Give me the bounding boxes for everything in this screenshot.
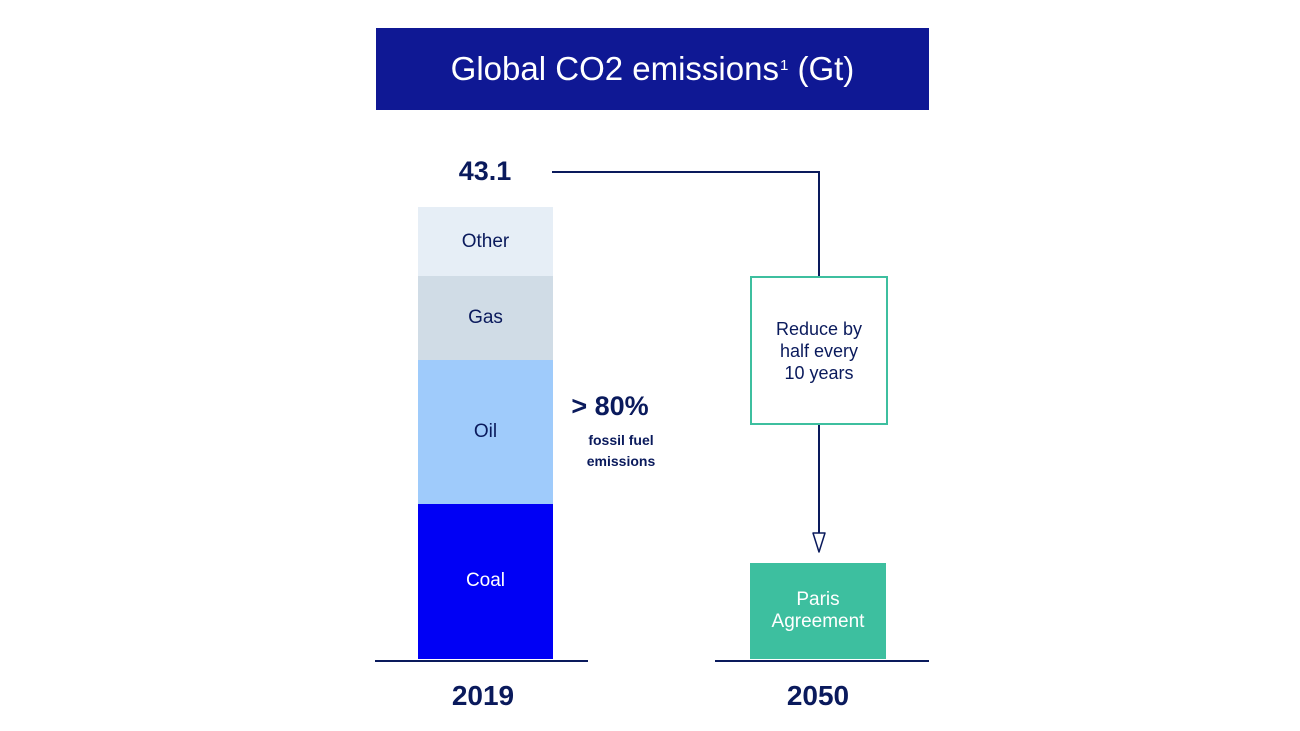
bar-segment-other: Other — [418, 207, 553, 277]
bar-segment-gas: Gas — [418, 276, 553, 361]
title-unit: (Gt) — [797, 50, 855, 87]
reduce-line2: half every — [779, 340, 859, 361]
paris-line1: Paris — [796, 589, 840, 610]
baseline-2050 — [715, 660, 929, 662]
year-label-2019: 2019 — [451, 680, 515, 711]
chart-title: Global CO2 emissions 1 (Gt) — [376, 28, 929, 110]
connector-line-top — [552, 171, 820, 276]
title-footnote-marker: 1 — [779, 56, 789, 74]
paris-agreement-box: Paris Agreement — [750, 563, 886, 659]
bar-segment-label: Oil — [473, 420, 498, 442]
paris-line2: Agreement — [771, 611, 865, 632]
bar-segment-oil: Oil — [418, 360, 553, 504]
reduce-box: Reduce by half every 10 years — [750, 276, 888, 425]
reduce-line1: Reduce by — [775, 318, 863, 339]
year-label-2050: 2050 — [786, 680, 850, 711]
baseline-2019 — [375, 660, 588, 662]
bar-segment-label: Gas — [468, 307, 503, 329]
bar-segment-coal: Coal — [418, 503, 553, 659]
arrow-head-icon — [812, 532, 826, 553]
fossil-note-line1: fossil fuel — [588, 432, 654, 448]
reduce-line3: 10 years — [784, 362, 854, 383]
total-value-label: 43.1 — [458, 156, 512, 186]
bar-segment-label: Coal — [465, 570, 506, 592]
title-text: Global CO2 emissions — [450, 50, 779, 87]
fossil-share-label: > 80% — [571, 391, 649, 421]
fossil-note-line2: emissions — [586, 453, 656, 469]
fossil-note: fossil fuel emissions — [570, 430, 672, 472]
bar-segment-label: Other — [461, 230, 510, 252]
